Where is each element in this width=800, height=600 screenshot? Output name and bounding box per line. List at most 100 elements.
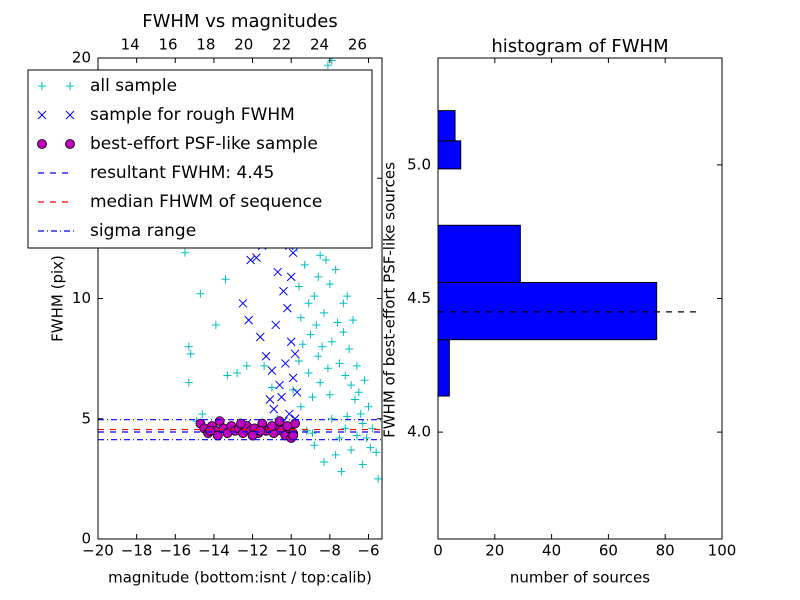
point (286, 272, 296, 282)
point (331, 265, 340, 274)
point (282, 421, 293, 431)
point (358, 419, 367, 428)
point (310, 292, 319, 301)
overlay: −20−18−16−14−12−10−8−6051015201416182022… (27, 11, 736, 587)
point (368, 424, 377, 433)
point (347, 446, 356, 455)
point (321, 256, 330, 265)
point (327, 337, 336, 346)
legend-label: median FHWM of sequence (90, 192, 322, 212)
point (308, 429, 317, 438)
x-tick-label: −6 (357, 542, 379, 560)
point (238, 298, 248, 308)
point (302, 426, 311, 435)
point (66, 82, 74, 90)
point (271, 320, 281, 330)
x-tick-label: 40 (542, 542, 561, 560)
legend-box (27, 69, 373, 249)
point (298, 340, 307, 349)
point (37, 139, 47, 149)
point (316, 378, 325, 387)
point (372, 448, 381, 457)
point (277, 392, 286, 402)
point (286, 337, 296, 347)
y-tick-label: 5.0 (407, 155, 431, 173)
point (273, 267, 283, 277)
y-tick-label: 5 (81, 409, 91, 427)
point (246, 255, 255, 265)
point (252, 253, 261, 262)
x-tick-label: −14 (198, 542, 230, 560)
bar (437, 110, 456, 142)
point (345, 345, 354, 354)
point (296, 402, 305, 411)
x2-tick-label: 24 (310, 36, 329, 54)
chart-title: FWHM vs magnitudes (142, 11, 337, 32)
point (358, 460, 367, 469)
point (337, 467, 346, 476)
scatter-area (98, 58, 382, 483)
point (290, 349, 300, 359)
legend-label: all sample (90, 76, 177, 96)
point (255, 425, 266, 436)
x-tick-label: −8 (319, 542, 341, 560)
point (314, 272, 323, 281)
point (260, 361, 269, 370)
x-tick-label: 60 (599, 542, 618, 560)
y-axis-label: FWHM (pix) (49, 255, 67, 342)
point (304, 299, 313, 308)
point (335, 359, 344, 368)
point (320, 308, 329, 317)
x-axis-label: magnitude (bottom:isnt / top:calib) (108, 569, 372, 587)
point (288, 248, 298, 258)
x-tick-label: −10 (275, 542, 307, 560)
point (366, 443, 375, 452)
point (362, 433, 371, 442)
x-tick-label: −16 (159, 542, 191, 560)
y-tick-label: 10 (72, 289, 91, 307)
point (255, 332, 265, 342)
point (223, 371, 232, 380)
point (327, 414, 336, 423)
point (236, 418, 246, 429)
legend-label: best-effort PSF-like sample (90, 134, 318, 154)
point (211, 320, 220, 329)
legend-label: sample for rough FWHM (90, 105, 295, 125)
point (279, 286, 288, 296)
point (265, 395, 275, 404)
x2-tick-label: 22 (272, 36, 291, 54)
point (38, 82, 46, 90)
point (323, 364, 332, 373)
bar (437, 339, 450, 397)
y-tick-label: 20 (72, 49, 91, 67)
point (261, 351, 271, 361)
y-axis-label: FWHM of best-effort PSF-like sources (381, 162, 399, 438)
point (354, 388, 363, 397)
point (374, 474, 382, 483)
x-tick-label: 80 (656, 542, 675, 560)
point (184, 342, 193, 351)
y-tick-label: 4.5 (407, 289, 431, 307)
point (275, 380, 284, 390)
bar (437, 224, 521, 283)
point (242, 361, 251, 370)
point (364, 402, 373, 411)
point (269, 404, 279, 414)
point (350, 395, 359, 404)
axes-frame (97, 57, 383, 540)
point (325, 390, 334, 399)
bar (437, 281, 658, 341)
point (316, 251, 325, 260)
point (314, 352, 323, 361)
point (244, 315, 254, 325)
point (318, 342, 327, 351)
point (289, 385, 298, 394)
point (292, 387, 302, 397)
point (308, 393, 317, 402)
point (281, 359, 290, 368)
x-axis-label: number of sources (510, 569, 650, 587)
x2-tick-label: 16 (159, 36, 178, 54)
point (284, 409, 294, 419)
point (294, 282, 303, 291)
x-tick-label: −18 (121, 542, 153, 560)
